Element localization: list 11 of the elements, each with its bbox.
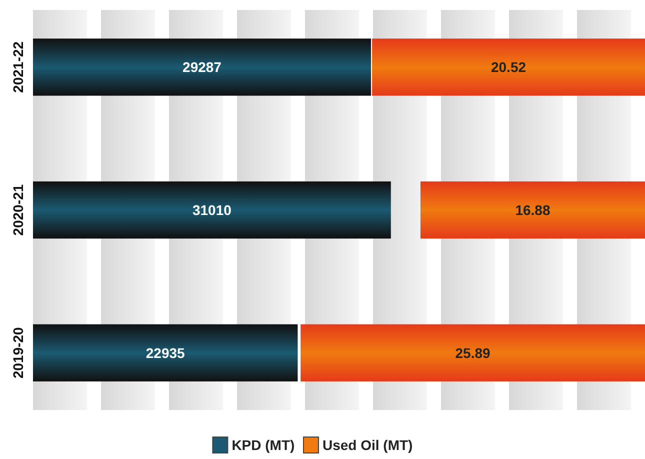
legend-label: KPD (MT)	[232, 436, 295, 453]
y-tick-label: 2019-20	[10, 326, 26, 379]
data-label: 20.52	[490, 59, 526, 76]
data-label: 31010	[192, 202, 232, 218]
data-label: 25.89	[455, 344, 491, 361]
legend-label: Used Oil (MT)	[322, 436, 413, 453]
y-tick-label: 2020-21	[10, 184, 26, 236]
data-label: 22935	[146, 344, 186, 361]
data-label: 29287	[182, 59, 222, 76]
data-label: 16.88	[515, 202, 550, 218]
y-tick-label: 2021-22	[10, 41, 26, 93]
